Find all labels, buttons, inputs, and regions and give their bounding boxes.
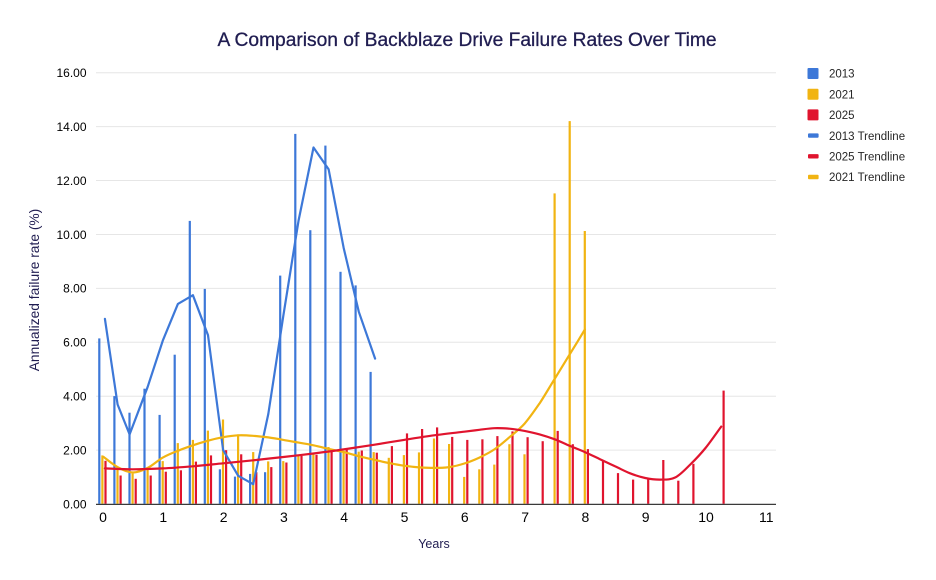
svg-text:12.00: 12.00 [56, 174, 86, 188]
svg-text:4: 4 [340, 509, 348, 525]
svg-text:Years: Years [418, 537, 450, 551]
svg-text:9: 9 [642, 509, 650, 525]
svg-text:2013 Trendline: 2013 Trendline [829, 131, 905, 143]
svg-text:6: 6 [461, 509, 469, 525]
svg-text:2025: 2025 [829, 110, 855, 122]
svg-text:0.00: 0.00 [63, 497, 87, 511]
svg-text:2025 Trendline: 2025 Trendline [829, 152, 905, 164]
svg-text:4.00: 4.00 [63, 390, 87, 404]
svg-text:10.00: 10.00 [56, 228, 86, 242]
svg-text:2.00: 2.00 [63, 443, 87, 457]
svg-text:1: 1 [159, 509, 167, 525]
svg-text:7: 7 [521, 509, 529, 525]
svg-text:5: 5 [401, 509, 409, 525]
svg-text:0: 0 [99, 509, 107, 525]
svg-text:11: 11 [759, 509, 774, 525]
svg-text:16.00: 16.00 [56, 66, 86, 80]
svg-text:2021: 2021 [829, 89, 855, 101]
svg-text:8.00: 8.00 [63, 282, 87, 296]
svg-text:2: 2 [220, 509, 228, 525]
svg-text:A Comparison of Backblaze Driv: A Comparison of Backblaze Drive Failure … [217, 30, 716, 51]
svg-text:8: 8 [582, 509, 590, 525]
svg-text:Annualized failure rate (%): Annualized failure rate (%) [27, 209, 42, 372]
svg-text:3: 3 [280, 509, 288, 525]
svg-text:10: 10 [698, 509, 714, 525]
svg-text:6.00: 6.00 [63, 336, 87, 350]
svg-text:2013: 2013 [829, 69, 855, 81]
svg-text:14.00: 14.00 [56, 120, 86, 134]
svg-text:2021 Trendline: 2021 Trendline [829, 172, 905, 184]
